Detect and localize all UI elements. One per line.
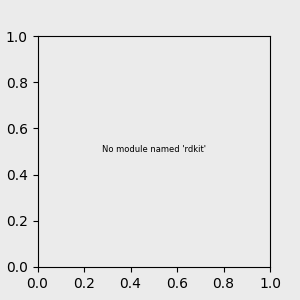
- Text: No module named 'rdkit': No module named 'rdkit': [102, 145, 206, 154]
